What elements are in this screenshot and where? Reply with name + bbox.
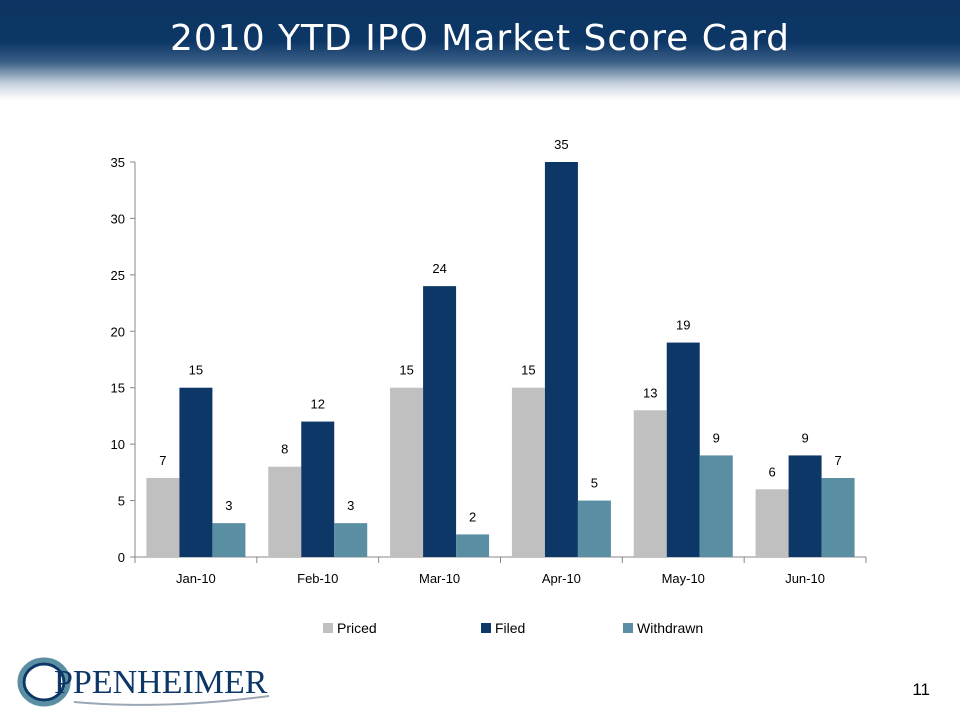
x-tick-label: Jan-10 (176, 571, 216, 586)
data-label: 35 (554, 137, 568, 152)
bar-priced (268, 466, 302, 557)
legend-swatch-withdrawn (623, 623, 633, 633)
data-label: 9 (713, 430, 720, 445)
bar-withdrawn (334, 523, 368, 557)
bar-filed (301, 421, 335, 557)
data-label: 7 (159, 453, 166, 468)
bar-priced (146, 478, 180, 557)
data-label: 15 (189, 363, 203, 378)
bar-withdrawn (821, 478, 855, 557)
x-tick-label: Mar-10 (419, 571, 460, 586)
y-tick-label: 10 (111, 437, 125, 452)
x-tick-label: Apr-10 (542, 571, 581, 586)
bar-withdrawn (456, 534, 490, 557)
bar-filed (666, 342, 700, 557)
y-tick-label: 20 (111, 324, 125, 339)
y-tick-label: 35 (111, 155, 125, 170)
bar-withdrawn (212, 523, 246, 557)
y-tick-label: 25 (111, 268, 125, 283)
oppenheimer-logo: PPENHEIMER (14, 652, 274, 708)
data-label: 6 (768, 464, 775, 479)
bar-withdrawn (699, 455, 733, 557)
legend-label-filed: Filed (495, 620, 525, 636)
data-label: 3 (225, 498, 232, 513)
page-number: 11 (912, 680, 930, 699)
bar-filed (544, 162, 578, 557)
bar-filed (179, 387, 213, 557)
bar-priced (633, 410, 667, 557)
data-label: 19 (676, 318, 690, 333)
data-label: 12 (311, 397, 325, 412)
bar-filed (423, 286, 457, 557)
data-label: 7 (834, 453, 841, 468)
logo-swoosh-icon (17, 657, 270, 707)
data-label: 3 (347, 498, 354, 513)
y-tick-label: 0 (118, 550, 125, 565)
data-label: 5 (591, 476, 598, 491)
bar-priced (511, 387, 545, 557)
y-tick-label: 5 (118, 494, 125, 509)
data-label: 8 (281, 442, 288, 457)
data-label: 15 (399, 363, 413, 378)
title-banner: 2010 YTD IPO Market Score Card (0, 0, 960, 100)
legend-label-priced: Priced (337, 620, 377, 636)
bar-filed (788, 455, 822, 557)
y-tick-label: 30 (111, 211, 125, 226)
bar-priced (390, 387, 424, 557)
data-label: 24 (432, 261, 446, 276)
legend-label-withdrawn: Withdrawn (637, 620, 703, 636)
x-tick-label: Jun-10 (785, 571, 825, 586)
data-label: 13 (643, 385, 657, 400)
bar-priced (755, 489, 789, 557)
legend-swatch-priced (323, 623, 333, 633)
data-label: 2 (469, 509, 476, 524)
data-label: 9 (801, 430, 808, 445)
logo-text: PPENHEIMER (54, 664, 268, 701)
page-title: 2010 YTD IPO Market Score Card (170, 18, 790, 59)
data-label: 15 (521, 363, 535, 378)
y-tick-label: 15 (111, 381, 125, 396)
legend-swatch-filed (481, 623, 491, 633)
bar-withdrawn (577, 500, 611, 557)
x-tick-label: Feb-10 (297, 571, 338, 586)
x-tick-label: May-10 (662, 571, 705, 586)
